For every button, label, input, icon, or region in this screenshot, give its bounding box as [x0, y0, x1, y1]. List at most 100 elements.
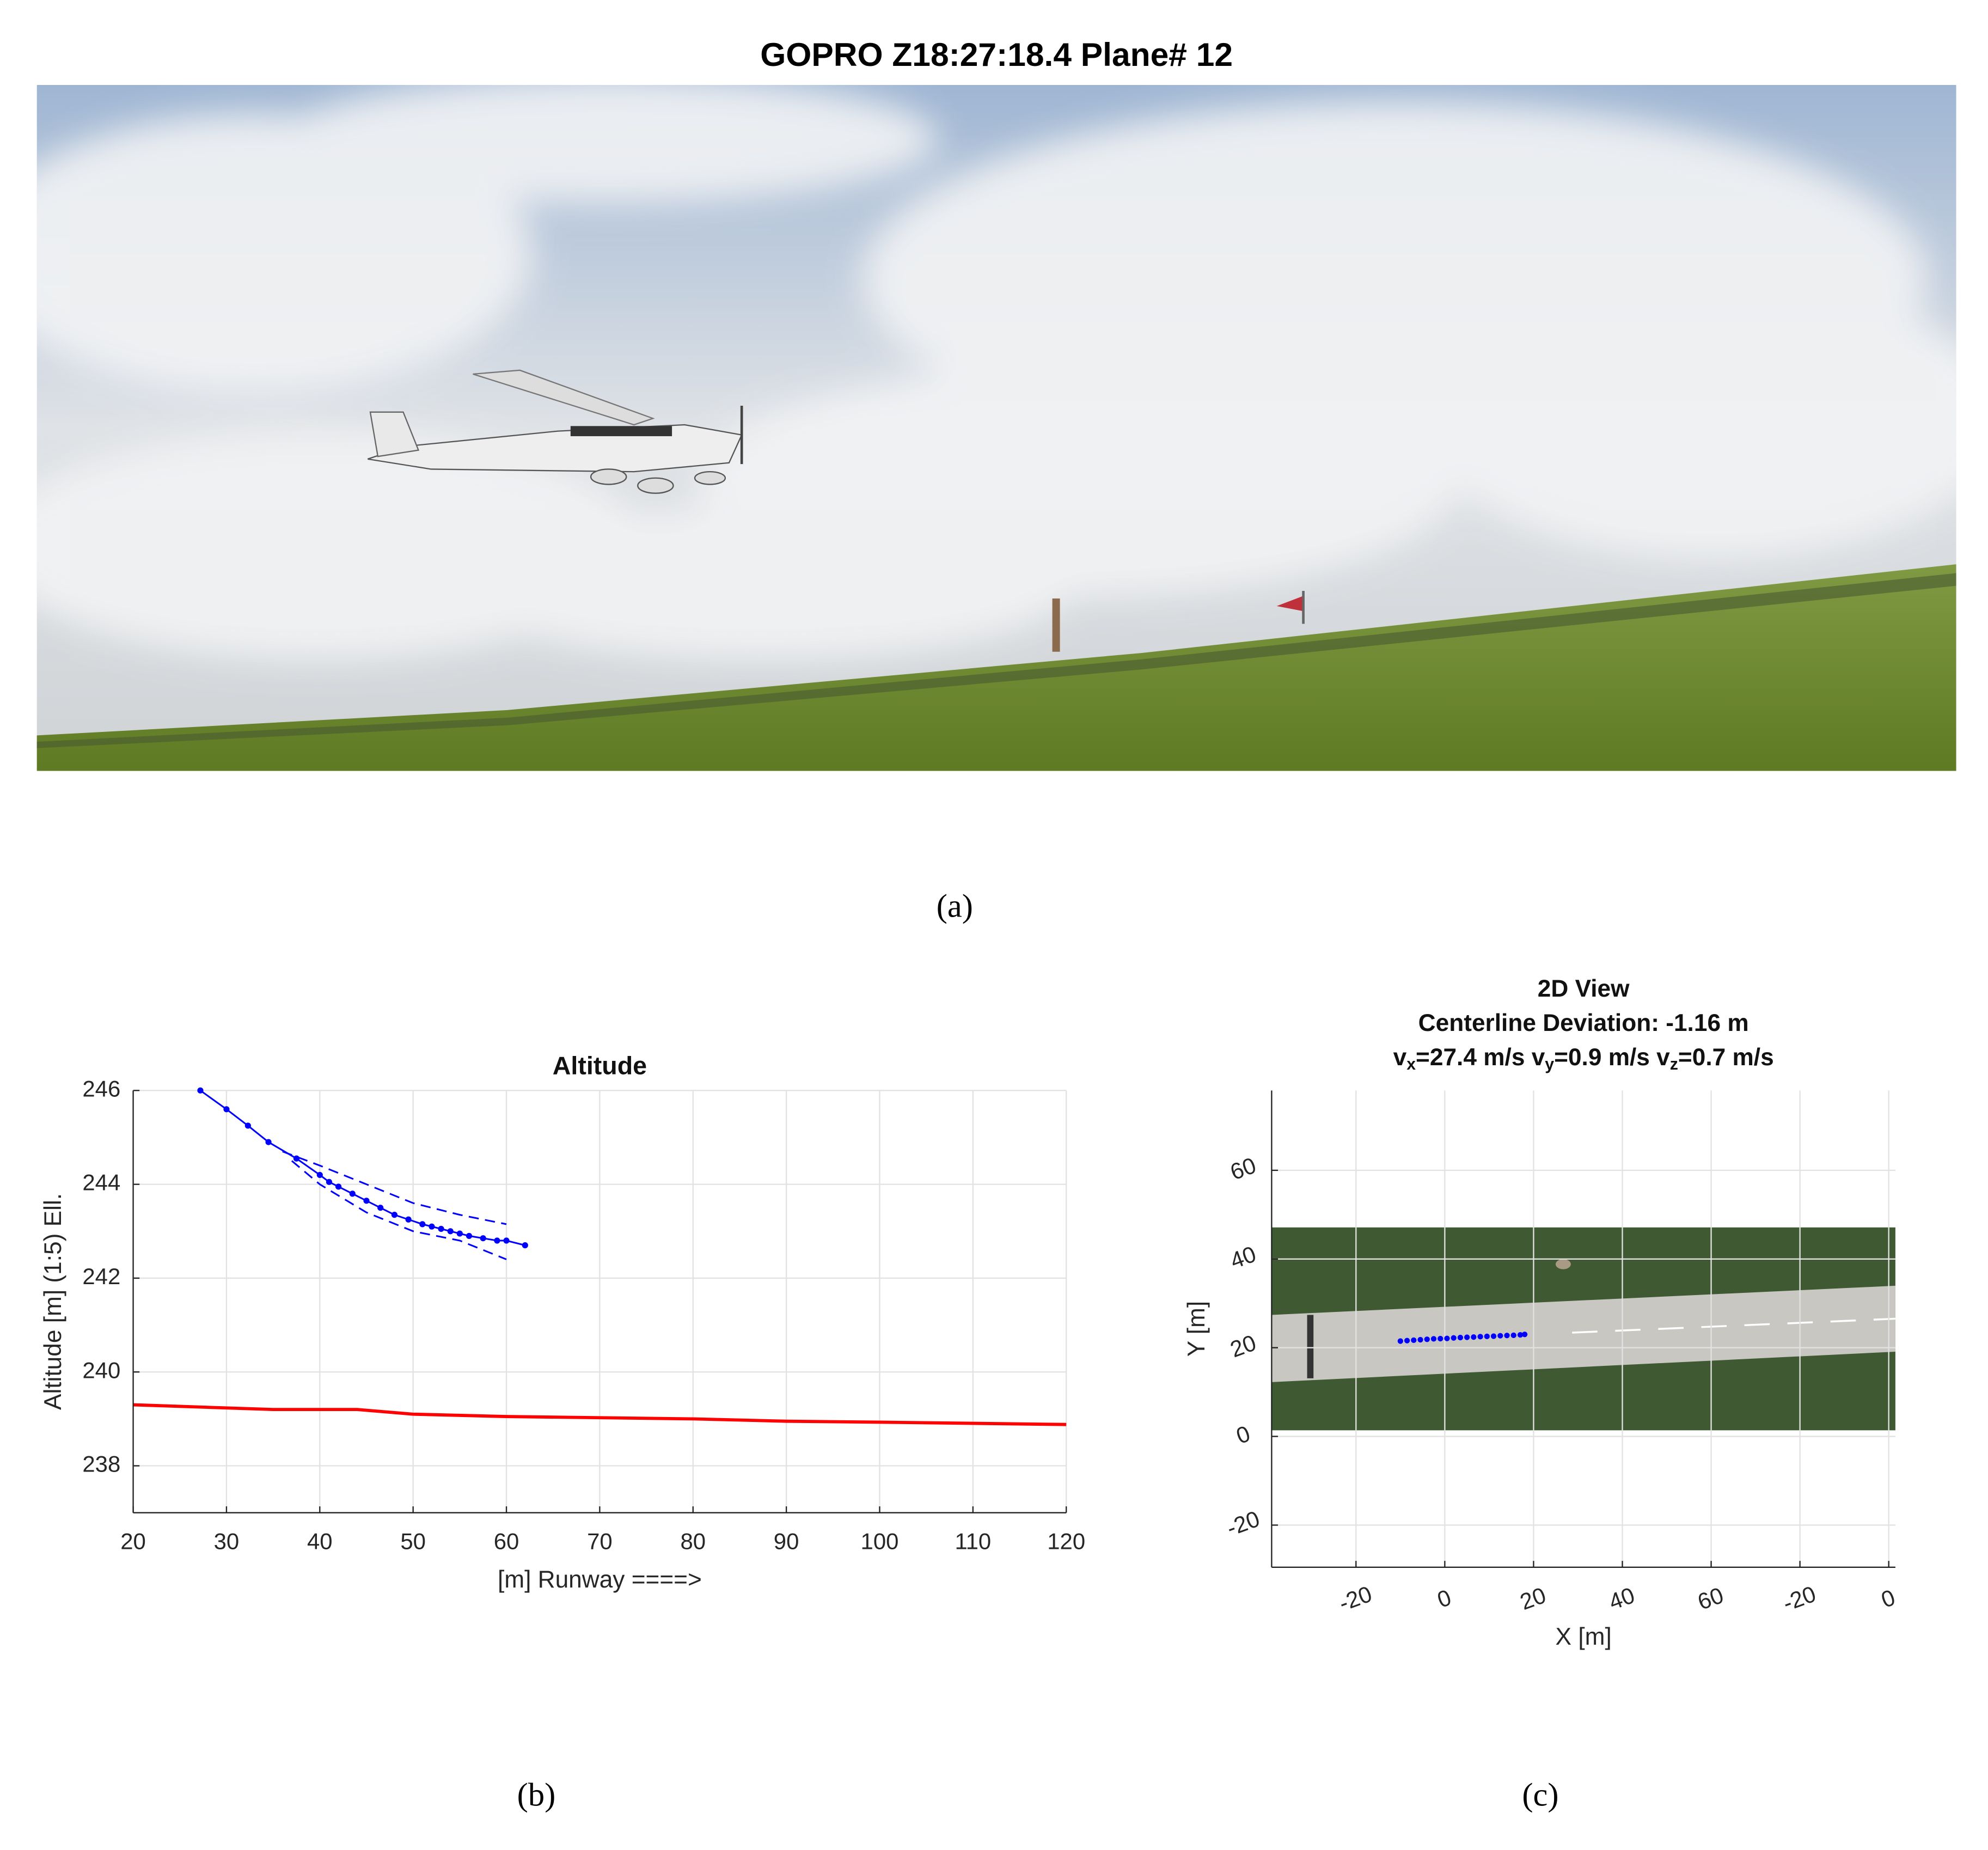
- marker: [405, 1216, 412, 1223]
- caption: (b): [517, 1776, 556, 1813]
- x-tick-label: 60: [1694, 1582, 1727, 1615]
- marker: [456, 1230, 463, 1237]
- marker: [335, 1183, 342, 1190]
- point: [1504, 1333, 1510, 1339]
- title-part: =27.4 m/s v: [1416, 1044, 1545, 1071]
- point: [1471, 1334, 1477, 1340]
- point: [1464, 1334, 1470, 1340]
- x-axis-label: [m] Runway ====>: [498, 1566, 702, 1593]
- title-subscript: x: [1406, 1055, 1416, 1073]
- marker: [363, 1198, 370, 1204]
- chart-title: 2D View: [1538, 975, 1630, 1002]
- marker: [223, 1106, 230, 1113]
- y-tick-label: 238: [82, 1451, 120, 1477]
- y-tick-label: 20: [1227, 1329, 1259, 1362]
- airplane: [367, 369, 743, 494]
- point: [1477, 1334, 1483, 1340]
- point: [1457, 1334, 1464, 1341]
- title-subscript: y: [1545, 1055, 1554, 1073]
- point: [1522, 1332, 1528, 1338]
- marker: [429, 1223, 435, 1230]
- x-tick-label: 70: [587, 1529, 613, 1554]
- x-tick-label: 40: [307, 1529, 333, 1554]
- y-tick-label: 0: [1233, 1420, 1253, 1449]
- x-axis-label: X [m]: [1556, 1623, 1612, 1650]
- marker: [349, 1190, 356, 1197]
- point: [1438, 1335, 1443, 1342]
- photo: [36, 84, 1956, 771]
- marker: [377, 1205, 384, 1211]
- chart-title: Altitude: [553, 1052, 647, 1080]
- point: [1411, 1337, 1417, 1343]
- point: [1490, 1333, 1497, 1339]
- point: [1444, 1335, 1450, 1341]
- x-tick-label: 0: [1878, 1584, 1899, 1613]
- y-tick-label: 242: [82, 1263, 120, 1289]
- marker: [265, 1139, 272, 1145]
- chart-title: Centerline Deviation: -1.16 m: [1418, 1010, 1749, 1036]
- y-tick-label: 40: [1227, 1241, 1259, 1274]
- marker: [438, 1225, 444, 1232]
- title-subscript: z: [1670, 1055, 1678, 1073]
- point: [1430, 1336, 1437, 1342]
- marker: [503, 1237, 510, 1244]
- x-tick-label: 60: [494, 1529, 519, 1554]
- y-tick-label: 240: [82, 1357, 120, 1383]
- y-axis-label: Y [m]: [1183, 1301, 1210, 1357]
- point: [1497, 1333, 1503, 1339]
- line: [200, 1090, 525, 1247]
- x-tick-label: -20: [1779, 1581, 1819, 1616]
- x-tick-label: 80: [680, 1529, 706, 1554]
- y-tick-label: 246: [82, 1076, 120, 1101]
- line: [133, 1403, 1067, 1426]
- point: [1484, 1333, 1490, 1340]
- marker: [480, 1235, 486, 1242]
- title-part: =0.7 m/s: [1678, 1044, 1774, 1071]
- point: [1510, 1332, 1516, 1338]
- x-tick-label: 50: [400, 1529, 426, 1554]
- point: [1517, 1332, 1524, 1338]
- marker: [391, 1212, 397, 1218]
- title-part: v: [1393, 1044, 1407, 1071]
- x-tick-label: 100: [861, 1529, 899, 1554]
- point: [1451, 1335, 1457, 1341]
- y-tick-label: 60: [1227, 1152, 1259, 1185]
- line: [282, 1150, 507, 1225]
- aerial-image: [1271, 1227, 1896, 1431]
- x-tick-label: 90: [774, 1529, 799, 1554]
- marker: [293, 1155, 300, 1162]
- marker: [447, 1228, 454, 1235]
- marker: [494, 1237, 500, 1244]
- y-tick-label: 244: [82, 1170, 120, 1195]
- x-tick-label: 20: [1516, 1582, 1549, 1615]
- y-tick-label: -20: [1224, 1506, 1263, 1541]
- y-axis-label: Altitude [m] (1:5) Ell.: [40, 1193, 66, 1410]
- x-tick-label: 120: [1047, 1529, 1085, 1554]
- plot-area: [1397, 1332, 1528, 1344]
- x-tick-label: 30: [214, 1529, 240, 1554]
- point: [1424, 1336, 1430, 1342]
- line: [291, 1160, 507, 1260]
- x-tick-label: -20: [1336, 1581, 1375, 1616]
- point: [1404, 1338, 1410, 1344]
- marker: [244, 1122, 251, 1129]
- marker: [522, 1242, 528, 1249]
- x-tick-label: 110: [955, 1529, 991, 1554]
- marker: [326, 1179, 333, 1185]
- x-tick-label: 40: [1605, 1582, 1638, 1615]
- point: [1397, 1338, 1403, 1344]
- point: [1417, 1336, 1423, 1343]
- marker: [466, 1232, 473, 1239]
- x-tick-label: 20: [120, 1529, 146, 1554]
- x-tick-label: 0: [1434, 1584, 1454, 1613]
- marker: [197, 1087, 204, 1094]
- marker: [316, 1171, 323, 1178]
- plot-area: [133, 1087, 1067, 1426]
- marker: [419, 1221, 426, 1228]
- caption: (a): [937, 888, 973, 924]
- title-part: =0.9 m/s v: [1554, 1044, 1670, 1071]
- caption: (c): [1522, 1776, 1558, 1813]
- photo-title: GOPRO Z18:27:18.4 Plane# 12: [760, 36, 1233, 73]
